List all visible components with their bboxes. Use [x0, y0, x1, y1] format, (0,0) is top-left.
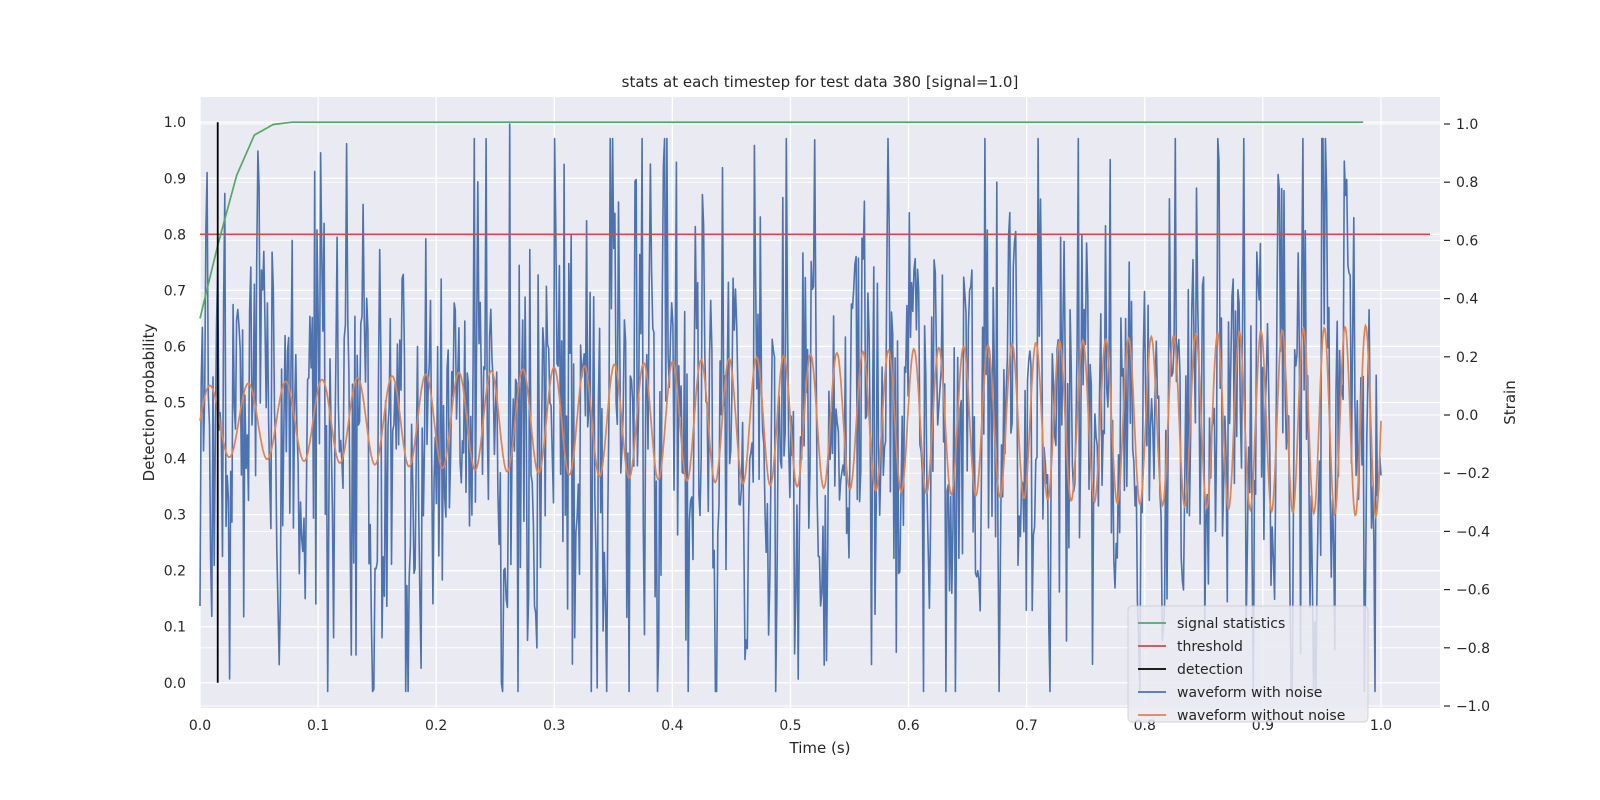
tick-layer: 0.0 0.1 0.2 0.3 0.4 0.5 0.6 0.7 0.8 0.9 1.0 0.0 0.1 0… — [164, 115, 1490, 734]
chart-title: stats at each timestep for test data 380… — [622, 73, 1019, 91]
y-tick-label: 0.4 — [164, 452, 186, 468]
y2-tick-label: 0.0 — [1456, 408, 1478, 424]
y2-axis-label: Strain — [1501, 380, 1519, 424]
y-axis-label: Detection probability — [140, 324, 158, 482]
y-tick-label: 0.6 — [164, 339, 186, 355]
y-tick-label: 0.9 — [164, 171, 186, 187]
legend-label: detection — [1177, 662, 1243, 678]
x-axis-label: Time (s) — [789, 739, 851, 757]
series-signal-statistics — [199, 121, 1364, 319]
series-layer — [199, 121, 1430, 693]
legend-label: waveform with noise — [1177, 685, 1322, 701]
y2-tick-label: 0.2 — [1456, 350, 1478, 366]
legend: signal statistics threshold detection wavef… — [1127, 605, 1369, 724]
y2-tick-label: 0.8 — [1456, 175, 1478, 191]
y2-tick-label: −0.4 — [1456, 524, 1490, 540]
y2-tick-label: −0.8 — [1456, 641, 1490, 657]
legend-label: waveform without noise — [1177, 708, 1345, 724]
y-tick-label: 0.0 — [164, 676, 186, 692]
x-tick-label: 0.5 — [779, 718, 801, 734]
y-tick-label: 0.5 — [164, 396, 186, 412]
x-tick-label: 0.7 — [1016, 718, 1038, 734]
legend-label: signal statistics — [1177, 616, 1285, 632]
x-tick-label: 0.4 — [661, 718, 683, 734]
legend-box — [1127, 605, 1369, 723]
x-tick-label: 1.0 — [1370, 718, 1392, 734]
y2-tick-label: −0.2 — [1456, 466, 1490, 482]
y-tick-label: 0.7 — [164, 283, 186, 299]
x-tick-label: 0.1 — [307, 718, 329, 734]
y-tick-label: 0.1 — [164, 620, 186, 636]
y-tick-label: 1.0 — [164, 115, 186, 131]
legend-label: threshold — [1177, 639, 1243, 655]
y2-tick-label: 0.6 — [1456, 233, 1478, 249]
series-waveform-without-noise — [199, 323, 1382, 520]
y2-tick-label: 1.0 — [1456, 117, 1478, 133]
y-tick-label: 0.8 — [164, 227, 186, 243]
x-tick-label: 0.0 — [189, 718, 211, 734]
y2-tick-label: −0.6 — [1456, 583, 1490, 599]
y-tick-label: 0.3 — [164, 508, 186, 524]
y2-tick-label: −1.0 — [1456, 699, 1490, 715]
x-tick-label: 0.3 — [543, 718, 565, 734]
y2-tick-label: 0.4 — [1456, 292, 1478, 308]
y-tick-label: 0.2 — [164, 564, 186, 580]
x-tick-label: 0.6 — [897, 718, 919, 734]
x-tick-label: 0.2 — [425, 718, 447, 734]
